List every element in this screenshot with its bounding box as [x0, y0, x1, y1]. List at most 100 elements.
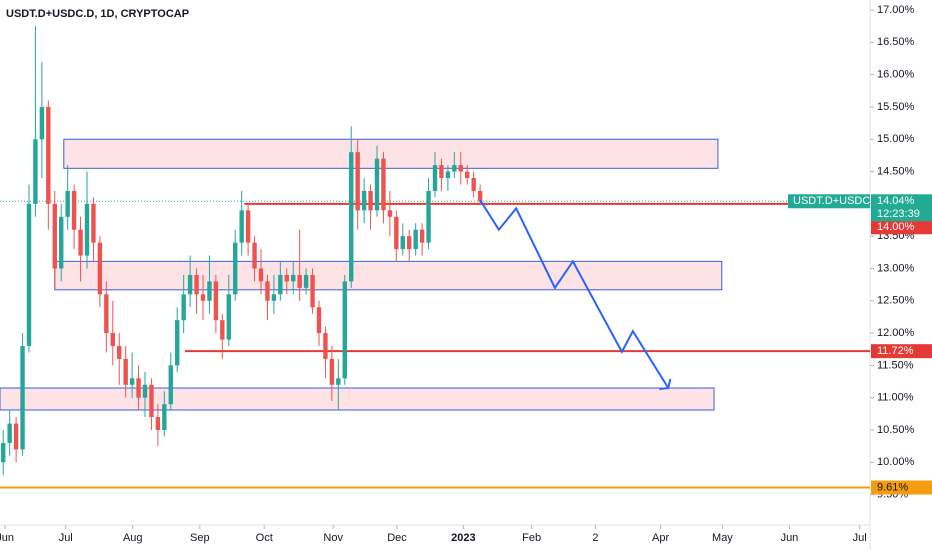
current-price-label: 14.04%: [877, 195, 915, 207]
candle-body: [439, 165, 444, 179]
countdown: 12:23:39: [877, 208, 920, 220]
x-tick-label: Jul: [59, 532, 73, 544]
y-tick-label: 15.00%: [877, 133, 915, 145]
candle-body: [168, 365, 173, 405]
candle-body: [329, 358, 335, 385]
candle-body: [407, 236, 412, 250]
candle-body: [233, 242, 238, 295]
candle-body: [129, 378, 135, 385]
candle-body: [413, 229, 418, 250]
x-tick-label: May: [712, 532, 733, 544]
candle-body: [59, 216, 64, 269]
x-tick-label: Oct: [256, 532, 273, 544]
y-tick-label: 16.50%: [877, 36, 915, 48]
candle-body: [175, 320, 180, 366]
candle-body: [20, 346, 25, 450]
candle-body: [477, 190, 483, 202]
candle-body: [220, 320, 225, 340]
candle-body: [374, 158, 380, 211]
candle-body: [46, 106, 51, 204]
x-tick-label: 2023: [451, 532, 475, 544]
x-tick-label: Jun: [0, 532, 14, 544]
x-tick-label: Apr: [652, 532, 669, 544]
candle-body: [336, 378, 341, 385]
x-tick-label: Nov: [323, 532, 343, 544]
candle-body: [13, 423, 19, 450]
candle-body: [104, 294, 109, 334]
candle-body: [458, 165, 463, 172]
projection-path: [479, 199, 670, 389]
candle-body: [187, 274, 193, 295]
x-tick-label: Feb: [522, 532, 541, 544]
level-price-tag: [871, 344, 932, 359]
candle-body: [252, 242, 257, 269]
x-tick-label: Aug: [123, 532, 143, 544]
zone: [63, 138, 719, 169]
level-price-label: 14.00%: [877, 221, 915, 233]
candle-body: [316, 307, 322, 334]
y-tick-label: 10.50%: [877, 424, 915, 436]
candle-body: [297, 274, 302, 288]
y-tick-label: 10.00%: [877, 456, 915, 468]
level-price-tag: [871, 220, 932, 235]
projection-arrowhead: [659, 378, 672, 391]
candle-body: [342, 281, 347, 379]
candle-body: [265, 281, 270, 301]
candle-body: [162, 404, 167, 431]
candle-body: [258, 268, 264, 282]
x-tick-label: Jul: [853, 532, 867, 544]
candle-body: [1, 442, 6, 463]
candle-body: [394, 216, 399, 250]
candle-body: [97, 242, 103, 295]
candle-body: [149, 384, 154, 418]
y-tick-label: 11.00%: [877, 392, 914, 404]
y-tick-label: 16.00%: [877, 69, 915, 81]
candle-body: [471, 178, 476, 191]
zone: [0, 387, 715, 411]
candle-body: [110, 333, 115, 347]
y-tick-label: 11.50%: [877, 359, 914, 371]
candle-body: [381, 158, 386, 211]
candle-body: [123, 358, 128, 385]
y-tick-label: 17.00%: [877, 4, 915, 16]
chart-title: USDT.D+USDC.D, 1D, CRYPTOCAP: [6, 8, 189, 20]
level-price-label: 9.61%: [877, 481, 908, 493]
candle-body: [368, 190, 373, 211]
y-tick-label: 15.50%: [877, 101, 915, 113]
candle-body: [26, 203, 32, 347]
candle-body: [245, 210, 251, 243]
candle-body: [310, 274, 315, 308]
candle-body: [78, 229, 83, 256]
candle-body: [155, 417, 161, 431]
candle-body: [419, 229, 425, 243]
y-tick-label: 12.50%: [877, 295, 915, 307]
y-tick-label: 13.00%: [877, 262, 915, 274]
plot: [0, 138, 723, 411]
current-name-tag: [788, 194, 870, 209]
current-price-tag: [871, 194, 932, 222]
candle-body: [181, 294, 186, 321]
candle-body: [445, 171, 451, 179]
candle-body: [84, 203, 90, 256]
candle-body: [39, 106, 45, 140]
level-price-tag: [871, 480, 932, 495]
candle-body: [200, 294, 206, 301]
candle-body: [452, 165, 457, 172]
y-tick-label: 14.50%: [877, 165, 915, 177]
candle-body: [387, 210, 393, 217]
candle-body: [400, 236, 405, 250]
candle-body: [284, 274, 289, 282]
candle-body: [194, 274, 199, 295]
candle-body: [7, 423, 12, 443]
candle-body: [117, 346, 122, 359]
candle-body: [278, 274, 283, 295]
candle-body: [52, 203, 57, 269]
x-tick-label: Sep: [190, 532, 210, 544]
candle-body: [239, 210, 244, 243]
candle-body: [432, 165, 438, 191]
x-tick-label: Dec: [387, 532, 407, 544]
candle-body: [65, 190, 70, 217]
candle-body: [71, 190, 77, 230]
candle-body: [465, 171, 470, 179]
